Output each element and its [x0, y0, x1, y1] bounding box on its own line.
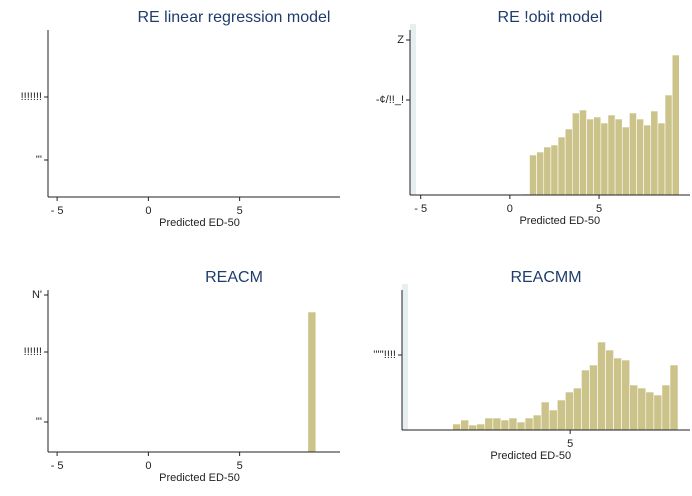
bar	[669, 364, 679, 431]
x-tick-label: 5	[596, 203, 602, 215]
bar	[500, 419, 510, 431]
bar	[593, 116, 602, 196]
bar	[532, 414, 542, 431]
x-tick-label: 5	[567, 438, 573, 450]
bar	[571, 112, 580, 196]
y-tick-label: '''	[36, 154, 42, 166]
bar	[550, 144, 559, 196]
bar	[543, 146, 552, 196]
bar	[636, 118, 644, 196]
bar	[664, 94, 673, 196]
bar	[621, 126, 630, 196]
bar	[573, 387, 582, 431]
y-tick-label: N'	[32, 289, 42, 301]
bar	[613, 357, 622, 431]
bar	[536, 151, 545, 196]
chart-title: RE linear regression model	[138, 9, 331, 26]
axis-band	[402, 284, 408, 430]
chart-title: RE !obit model	[498, 9, 603, 26]
y-tick-label: !!!!!!	[24, 346, 42, 358]
x-axis-label: Predicted ED-50	[159, 217, 240, 229]
bar	[492, 417, 502, 431]
bar	[307, 311, 317, 453]
x-tick-label: - 5	[414, 203, 427, 215]
y-tick-label: -¢/!!_!	[376, 94, 404, 106]
bar	[621, 359, 631, 431]
bar	[629, 112, 637, 196]
bar	[650, 110, 659, 196]
bar	[614, 118, 623, 196]
bar	[661, 384, 671, 431]
bar	[607, 114, 616, 196]
bar	[564, 128, 573, 196]
x-tick-label: - 5	[51, 460, 64, 472]
bar	[597, 341, 606, 431]
x-tick-label: 5	[237, 205, 243, 217]
x-tick-label: - 5	[51, 205, 64, 217]
x-tick-label: 0	[145, 205, 151, 217]
bar	[600, 122, 609, 196]
bar	[557, 136, 566, 196]
bar	[645, 391, 655, 431]
bar	[484, 417, 494, 431]
bar	[476, 423, 486, 431]
bar	[508, 417, 518, 431]
x-axis-label: Predicted ED-50	[490, 450, 571, 462]
bar	[565, 391, 574, 431]
bar	[605, 349, 614, 431]
x-tick-label: 0	[507, 203, 513, 215]
y-tick-label: !!!!!!!	[21, 91, 42, 103]
bar	[637, 387, 647, 431]
bar	[671, 54, 680, 196]
bar	[548, 409, 558, 431]
bar	[643, 124, 652, 196]
bar	[556, 399, 566, 431]
bar	[540, 401, 550, 431]
y-tick-label: Z	[397, 34, 404, 46]
bar	[524, 417, 534, 431]
x-tick-label: 5	[237, 460, 243, 472]
bar	[468, 424, 478, 431]
bar	[653, 394, 663, 431]
x-axis-label: Predicted ED-50	[519, 215, 600, 227]
bar	[452, 423, 461, 431]
bar	[579, 109, 587, 196]
bar	[629, 384, 639, 431]
bar	[516, 421, 526, 431]
axis-band	[410, 24, 416, 195]
bar	[529, 154, 537, 196]
y-tick-label: '''''!!!!	[373, 349, 396, 361]
bar	[581, 369, 590, 431]
chart-title: REACM	[205, 269, 263, 286]
bar	[586, 118, 594, 196]
x-tick-label: 0	[145, 460, 151, 472]
bar	[657, 122, 666, 196]
bar	[460, 419, 470, 431]
bar	[589, 364, 598, 431]
x-axis-label: Predicted ED-50	[159, 472, 240, 484]
y-tick-label: '''	[36, 416, 42, 428]
chart-title: REACMM	[510, 269, 581, 286]
